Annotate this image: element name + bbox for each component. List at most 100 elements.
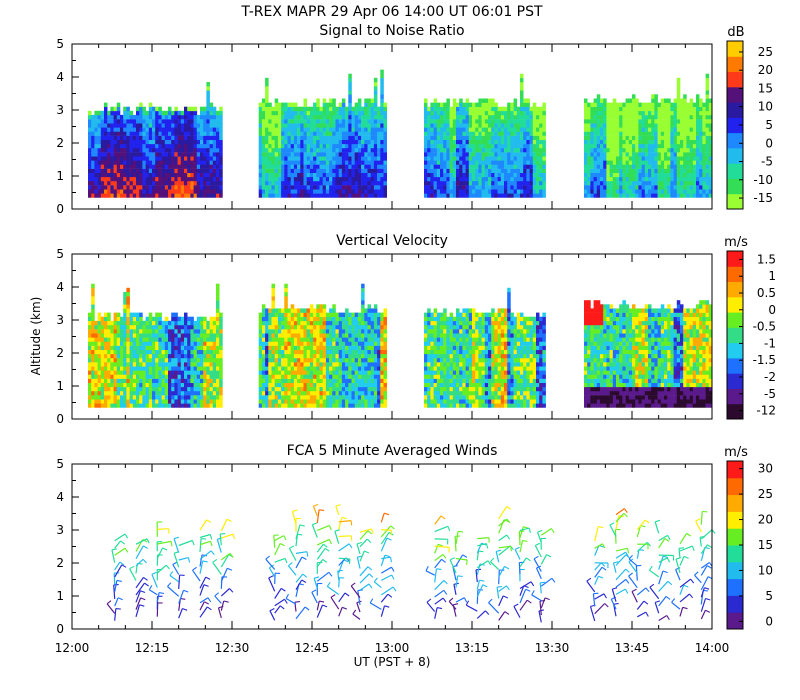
heatmap-cell — [424, 172, 428, 178]
heatmap-cell — [219, 114, 223, 120]
heatmap-cell — [475, 168, 479, 174]
heatmap-cell — [440, 106, 444, 112]
heatmap-cell — [184, 176, 188, 182]
heatmap-cell — [676, 143, 681, 149]
heatmap-cell — [616, 139, 620, 145]
heatmap-cell — [184, 164, 188, 169]
heatmap-cell — [692, 110, 697, 116]
heatmap-cell — [196, 370, 201, 375]
heatmap-cell — [132, 333, 137, 338]
heatmap-cell — [88, 399, 92, 404]
heatmap-cell — [274, 403, 279, 408]
heatmap-cell — [465, 102, 470, 108]
heatmap-cell — [664, 127, 668, 132]
heatmap-cell — [644, 135, 649, 141]
heatmap-cell — [348, 98, 352, 103]
heatmap-cell — [357, 152, 362, 157]
heatmap-cell — [696, 193, 700, 198]
heatmap-cell — [284, 390, 288, 396]
heatmap-cell — [488, 98, 492, 103]
heatmap-cell — [180, 403, 185, 408]
heatmap-cell — [664, 131, 668, 136]
heatmap-cell — [622, 189, 626, 194]
heatmap-cell — [364, 131, 368, 136]
heatmap-cell — [654, 102, 658, 108]
heatmap-cell — [110, 110, 114, 116]
heatmap-cell — [644, 176, 649, 182]
heatmap-cell — [702, 147, 706, 153]
heatmap-cell — [107, 119, 111, 124]
heatmap-cell — [287, 156, 291, 161]
heatmap-cell — [136, 168, 140, 174]
heatmap-cell — [667, 98, 671, 103]
heatmap-cell — [277, 366, 282, 371]
heatmap-cell — [261, 98, 266, 103]
heatmap-cell — [306, 185, 311, 190]
heatmap-cell — [488, 123, 492, 128]
heatmap-cell — [164, 185, 169, 190]
heatmap-cell — [120, 193, 124, 198]
heatmap-cell — [516, 147, 521, 153]
heatmap-cell — [696, 139, 700, 145]
heatmap-cell — [494, 119, 498, 124]
heatmap-cell — [123, 139, 127, 145]
heatmap-cell — [184, 123, 188, 128]
heatmap-cell — [164, 119, 169, 124]
heatmap-cell — [373, 94, 378, 99]
heatmap-cell — [123, 386, 127, 392]
heatmap-cell — [271, 374, 275, 379]
heatmap-cell — [277, 370, 282, 375]
heatmap-cell — [303, 102, 307, 108]
heatmap-cell — [676, 152, 681, 157]
heatmap-cell — [488, 164, 492, 169]
heatmap-cell — [139, 127, 143, 132]
heatmap-cell — [206, 337, 210, 342]
heatmap-cell — [472, 127, 476, 132]
heatmap-cell — [91, 333, 95, 338]
heatmap-cell — [164, 382, 169, 388]
heatmap-cell — [478, 160, 482, 165]
heatmap-cell — [657, 102, 662, 108]
heatmap-cell — [145, 147, 150, 153]
heatmap-cell — [449, 156, 454, 161]
heatmap-cell — [145, 320, 150, 326]
heatmap-cell — [475, 160, 479, 165]
heatmap-cell — [158, 193, 162, 198]
heatmap-cell — [600, 189, 604, 194]
heatmap-cell — [123, 193, 127, 198]
heatmap-cell — [203, 168, 207, 174]
heatmap-cell — [660, 189, 665, 194]
heatmap-cell — [152, 320, 156, 326]
heatmap-cell — [510, 164, 514, 169]
heatmap-cell — [174, 345, 178, 351]
heatmap-cell — [322, 102, 327, 108]
heatmap-cell — [510, 180, 514, 186]
heatmap-cell — [184, 324, 188, 330]
heatmap-cell — [107, 345, 111, 351]
heatmap-cell — [536, 185, 540, 190]
heatmap-cell — [513, 98, 518, 103]
heatmap-cell — [132, 320, 137, 326]
heatmap-cell — [110, 386, 114, 392]
heatmap-cell — [104, 123, 108, 128]
heatmap-cell — [120, 370, 124, 375]
heatmap-cell — [475, 152, 479, 157]
heatmap-cell — [523, 135, 527, 141]
heatmap-cell — [200, 152, 204, 157]
heatmap-cell — [139, 329, 143, 334]
heatmap-cell — [171, 123, 175, 128]
heatmap-cell — [309, 110, 314, 116]
heatmap-cell — [100, 329, 105, 334]
heatmap-cell — [313, 168, 317, 174]
heatmap-cell — [481, 127, 486, 132]
heatmap-cell — [161, 119, 166, 124]
heatmap-cell — [126, 106, 130, 112]
heatmap-cell — [148, 349, 153, 355]
heatmap-cell — [281, 374, 285, 379]
colorbar-tick-label: -5 — [761, 155, 773, 169]
heatmap-cell — [104, 168, 108, 174]
heatmap-cell — [110, 374, 114, 379]
heatmap-cell — [657, 135, 662, 141]
heatmap-cell — [129, 395, 134, 400]
heatmap-cell — [152, 160, 156, 165]
